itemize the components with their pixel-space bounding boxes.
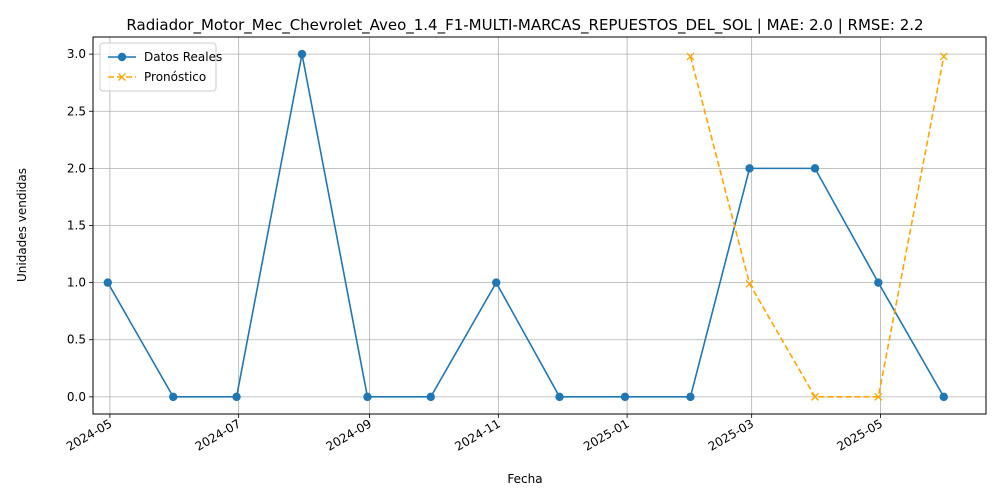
x-tick-label: 2025-05 xyxy=(835,416,885,453)
x-tick-label: 2025-01 xyxy=(581,416,631,453)
y-axis-label: Unidades vendidas xyxy=(15,168,29,282)
legend-label-pronostico: Pronóstico xyxy=(144,70,206,84)
data-point-datos-reales xyxy=(297,49,307,59)
data-point-datos-reales xyxy=(810,164,820,173)
y-tick-label: 3.0 xyxy=(67,47,86,61)
data-point-datos-reales xyxy=(939,392,948,402)
x-tick-label: 2024-05 xyxy=(64,416,114,453)
data-point-pronostico xyxy=(686,52,695,61)
grid xyxy=(93,37,986,414)
series-line-pronostico xyxy=(689,56,945,398)
data-point-datos-reales xyxy=(555,392,564,402)
legend-box xyxy=(99,42,217,92)
y-tick-label: 0.5 xyxy=(67,333,86,347)
data-point-pronostico xyxy=(874,392,883,401)
y-tick-label: 1.5 xyxy=(67,219,86,233)
legend-label-datos-reales: Datos Reales xyxy=(144,50,222,64)
legend-marker-datos-reales xyxy=(117,52,127,62)
x-tick-label: 2025-03 xyxy=(706,416,756,453)
data-point-pronostico xyxy=(939,52,948,61)
data-point-datos-reales xyxy=(745,164,754,173)
y-tick-label: 2.5 xyxy=(67,104,86,118)
x-tick-label: 2024-07 xyxy=(193,416,243,453)
x-axis-label: Fecha xyxy=(507,472,542,486)
data-point-pronostico xyxy=(811,392,819,401)
data-point-datos-reales xyxy=(874,278,883,287)
x-tick-label: 2024-11 xyxy=(452,416,502,453)
legend-marker-pronostico xyxy=(118,73,126,81)
data-point-datos-reales xyxy=(492,278,501,287)
data-point-datos-reales xyxy=(232,392,241,402)
data-point-datos-reales xyxy=(686,392,695,402)
y-tick-label: 0.0 xyxy=(67,390,86,404)
data-point-datos-reales xyxy=(363,392,372,402)
y-tick-label: 1.0 xyxy=(67,276,86,290)
chart-title: Radiador_Motor_Mec_Chevrolet_Aveo_1.4_F1… xyxy=(126,16,923,35)
y-tick-label: 2.0 xyxy=(67,161,86,175)
data-point-datos-reales xyxy=(620,392,630,402)
series-layer xyxy=(103,49,948,402)
x-tick-label: 2024-09 xyxy=(324,416,374,453)
data-point-datos-reales xyxy=(426,392,435,402)
data-point-datos-reales xyxy=(169,392,178,402)
tick-layer: 0.0 0.5 1.0 1.5 2.0 2.5 3.0 2024-05 2024-07 2024-… xyxy=(64,47,885,454)
series-line-datos-reales xyxy=(107,53,945,398)
data-point-datos-reales xyxy=(103,278,112,287)
data-point-pronostico xyxy=(745,279,754,288)
legend: Datos Reales Pronóstico xyxy=(99,42,222,92)
